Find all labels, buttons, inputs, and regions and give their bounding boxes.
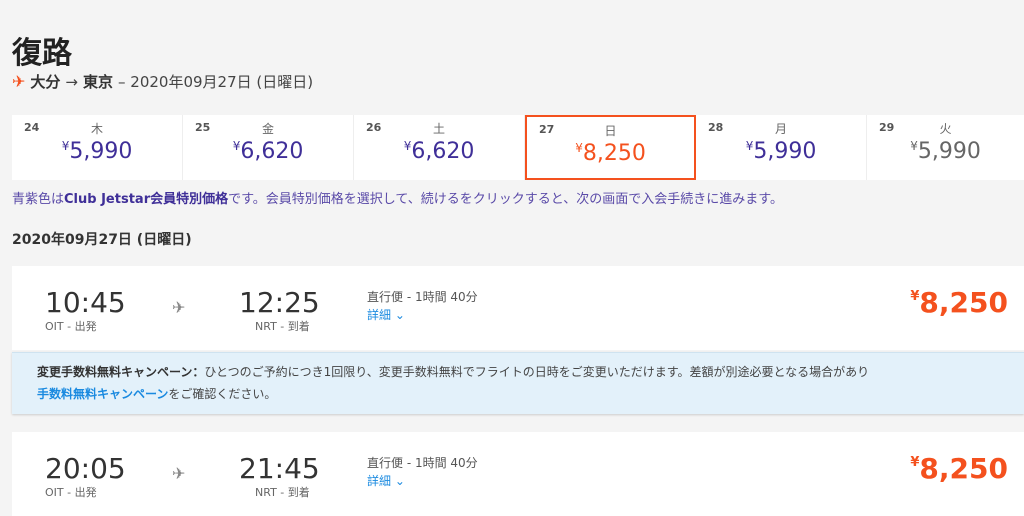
weekday: 火 [939,122,952,136]
day: 29 [879,121,895,134]
departure-time: 10:45 [45,286,126,319]
plane-icon: ✈ [172,298,186,317]
day: 27 [539,123,555,136]
date-cell-27-selected[interactable]: 27 日 ¥8,250 [525,115,696,180]
date-cell-24[interactable]: 24 木 ¥5,990 [12,115,183,180]
flight-price[interactable]: ¥8,250 [910,452,1008,485]
day: 24 [24,121,40,134]
campaign-link[interactable]: 手数料無料キャンペーン [37,387,169,401]
flight-info: 直行便 - 1時間 40分 [367,290,478,304]
date-strip: 24 木 ¥5,990 25 金 ¥6,620 26 土 ¥6,620 27 日 ¥8,250 … [12,115,1024,180]
weekday: 木 [90,122,103,136]
date-cell-25[interactable]: 25 金 ¥6,620 [183,115,354,180]
day: 25 [195,121,211,134]
day: 26 [366,121,382,134]
route-summary: ✈ 大分 → 東京 – 2020年09月27日 (日曜日) [12,71,313,92]
weekday: 土 [432,122,445,136]
departure-label: OIT - 出発 [45,320,97,333]
route-date: – 2020年09月27日 (日曜日) [118,73,314,91]
date-cell-28[interactable]: 28 月 ¥5,990 [696,115,867,180]
plane-icon: ✈ [12,72,26,91]
day: 28 [708,121,724,134]
weekday: 金 [261,122,274,136]
arrival-label: NRT - 到着 [255,486,310,499]
destination: 東京 [83,73,114,91]
date-heading: 2020年09月27日 (日曜日) [12,232,192,248]
arrival-label: NRT - 到着 [255,320,310,333]
flight-info: 直行便 - 1時間 40分 [367,456,478,470]
flight-price[interactable]: ¥8,250 [910,286,1008,319]
price: ¥6,620 [232,139,304,164]
weekday: 月 [774,122,787,136]
price: ¥5,990 [61,139,133,164]
page-title: 復路 [12,36,72,71]
price: ¥5,990 [910,139,981,164]
arrow: → [65,72,78,91]
member-price-note: 青紫色はClub Jetstar会員特別価格です。会員特別価格を選択して、続ける… [12,192,783,207]
price: ¥8,250 [575,141,646,166]
details-link[interactable]: 詳細 ⌄ [367,474,405,488]
date-cell-26[interactable]: 26 土 ¥6,620 [354,115,525,180]
arrival-time: 21:45 [239,452,320,485]
arrival-time: 12:25 [239,286,320,319]
flight-card[interactable]: 10:45 OIT - 出発 ✈ 12:25 NRT - 到着 直行便 - 1時… [12,266,1024,350]
departure-label: OIT - 出発 [45,486,97,499]
plane-icon: ✈ [172,464,186,483]
flight-card[interactable]: 20:05 OIT - 出発 ✈ 21:45 NRT - 到着 直行便 - 1時… [12,432,1024,516]
price: ¥5,990 [745,139,817,164]
origin: 大分 [30,73,61,91]
departure-time: 20:05 [45,452,126,485]
date-cell-29[interactable]: 29 火 ¥5,990 [867,115,1024,180]
details-link[interactable]: 詳細 ⌄ [367,308,405,322]
weekday: 日 [604,124,617,138]
campaign-banner: 変更手数料無料キャンペーン：ひとつのご予約につき1回限り、変更手数料無料でフライ… [12,352,1024,414]
price: ¥6,620 [403,139,475,164]
